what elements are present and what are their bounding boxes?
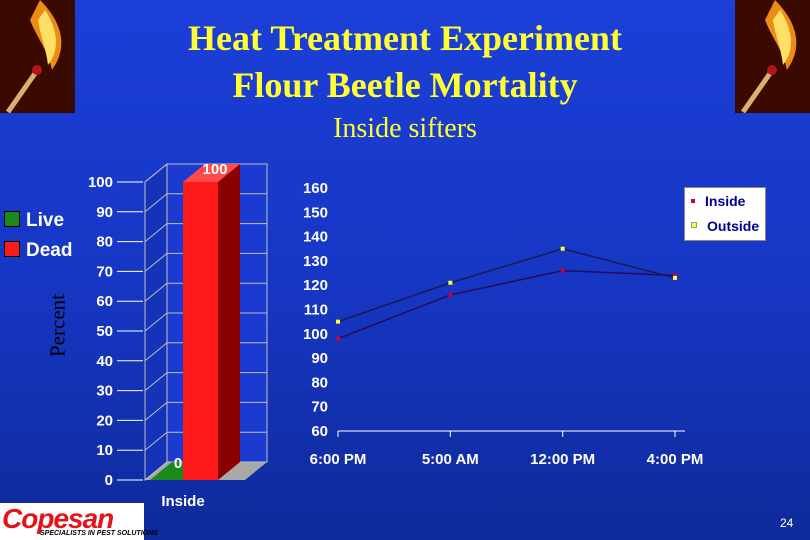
bar-data-label: 100 xyxy=(202,161,227,178)
bar-chart-y-tick-label: 60 xyxy=(96,293,113,310)
bar-chart-y-tick-label: 20 xyxy=(96,412,113,429)
line-point-outside xyxy=(673,275,677,280)
bar-chart-y-tick-label: 30 xyxy=(96,383,113,400)
line-point-inside xyxy=(560,268,565,273)
line-chart-y-tick-label: 130 xyxy=(303,253,328,270)
legend-item-outside: Outside xyxy=(691,218,759,234)
bar-chart-y-tick-label: 90 xyxy=(96,204,113,221)
bar-chart-y-tick-label: 70 xyxy=(96,263,113,280)
bar-chart-y-tick-label: 0 xyxy=(105,472,113,489)
bar-dead-inside-top xyxy=(183,164,240,182)
legend-swatch-dead xyxy=(4,241,20,257)
bar-chart-gridline-side xyxy=(144,163,168,183)
line-chart-y-tick-label: 100 xyxy=(303,326,328,343)
title-line-2: Flour Beetle Mortality xyxy=(232,65,578,105)
legend-label-outside: Outside xyxy=(707,218,760,234)
logo-wordmark: Copesan xyxy=(2,503,114,534)
subtitle: Inside sifters xyxy=(333,113,477,144)
legend-item-live: Live xyxy=(4,210,64,232)
line-chart-y-tick-label: 60 xyxy=(311,423,328,440)
bar-chart-gridline-side xyxy=(144,253,168,272)
line-chart-x-tick-label: 6:00 PM xyxy=(310,451,367,468)
line-series-outside xyxy=(337,247,676,323)
bar-chart-gridline-side xyxy=(144,372,168,391)
bar-chart-y-tick-label: 10 xyxy=(96,442,113,459)
title-line-1: Heat Treatment Experiment xyxy=(188,18,622,58)
line-chart-y-tick-label: 70 xyxy=(311,399,328,416)
bar-chart-x-category-label: Inside xyxy=(161,493,204,510)
line-series-inside xyxy=(337,269,676,340)
bar-chart-gridline-side xyxy=(144,282,168,302)
match-flame-image-right xyxy=(735,0,810,113)
legend-label-inside: Inside xyxy=(705,193,746,209)
line-chart-x-tick-label: 5:00 AM xyxy=(422,451,479,468)
line-chart-y-tick-label: 80 xyxy=(311,374,328,391)
bar-chart-gridline-side xyxy=(144,402,168,421)
line-chart-x-tick-label: 4:00 PM xyxy=(647,451,704,468)
line-chart-plot-area xyxy=(338,186,687,431)
legend-marker-inside xyxy=(691,199,695,203)
legend-item-inside: Inside xyxy=(691,193,745,209)
logo-tagline: SPECIALISTS IN PEST SOLUTIONS xyxy=(40,530,158,537)
bar-chart-gridline-side xyxy=(144,193,168,213)
legend-item-dead: Dead xyxy=(4,240,72,262)
copesan-logo: Copesan SPECIALISTS IN PEST SOLUTIONS xyxy=(0,503,158,540)
line-point-outside xyxy=(336,319,340,324)
line-chart-y-tick-label: 160 xyxy=(303,180,328,197)
line-point-outside xyxy=(560,246,565,251)
bar-chart-gridline-side xyxy=(144,461,168,481)
match-flame-image-left xyxy=(0,0,75,113)
line-point-outside xyxy=(448,280,453,285)
bar-chart-y-tick-label: 100 xyxy=(88,174,113,191)
bar-chart-gridline-side xyxy=(144,431,168,451)
line-chart-y-tick-label: 120 xyxy=(303,277,328,294)
line-chart-x-tick-label: 12:00 PM xyxy=(530,451,595,468)
line-chart-y-tick-label: 110 xyxy=(304,302,328,319)
bar-dead-inside xyxy=(183,182,218,480)
line-chart-y-tick-label: 90 xyxy=(311,350,328,367)
legend-label-live: Live xyxy=(26,210,65,231)
bar-dead-inside-side xyxy=(218,164,240,480)
line-chart-y-tick-label: 150 xyxy=(303,204,328,221)
bar-chart-gridline-side xyxy=(144,342,168,362)
legend-label-dead: Dead xyxy=(26,240,73,261)
line-point-inside xyxy=(336,336,340,341)
legend-marker-outside xyxy=(691,222,697,228)
bar-chart-gridline-side xyxy=(144,312,168,332)
line-point-inside xyxy=(673,273,677,278)
line-chart-y-tick-label: 140 xyxy=(303,229,328,246)
bar-chart-gridline-side xyxy=(144,223,168,242)
page-number: 24 xyxy=(780,516,794,530)
line-point-inside xyxy=(448,292,453,297)
bar-chart-y-tick-label: 50 xyxy=(96,323,113,340)
bar-chart-y-tick-label: 40 xyxy=(96,353,113,370)
bar-data-label: 0 xyxy=(174,455,182,472)
legend-swatch-live xyxy=(4,211,20,227)
bar-chart-y-tick-label: 80 xyxy=(96,234,113,251)
line-chart-legend: Inside Outside xyxy=(684,187,766,241)
